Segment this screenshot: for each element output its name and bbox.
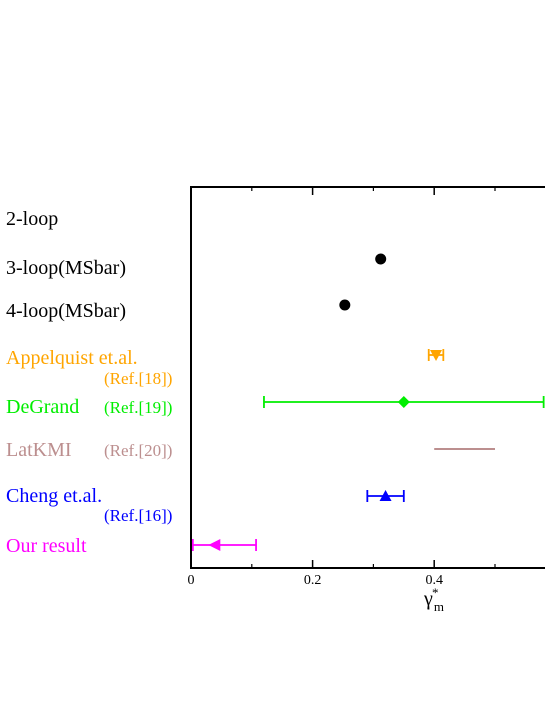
markers bbox=[208, 253, 443, 551]
plot-frame bbox=[190, 186, 545, 569]
series-label: 3-loop(MSbar) bbox=[6, 257, 126, 279]
series-label: DeGrand bbox=[6, 396, 79, 418]
x-axis-label-symbol: γ bbox=[423, 588, 433, 610]
series-label: Our result bbox=[6, 535, 87, 557]
x-tick-label: 0.2 bbox=[304, 573, 322, 588]
series-ref-label: (Ref.[20]) bbox=[104, 441, 172, 460]
series-ref-label: (Ref.[16]) bbox=[104, 506, 172, 525]
x-axis: 0 0.2 0.4 bbox=[188, 187, 496, 588]
x-axis-label: γm* bbox=[423, 585, 444, 614]
series-label: Cheng et.al. bbox=[6, 485, 102, 507]
series-label: 4-loop(MSbar) bbox=[6, 300, 126, 322]
data-point-circle bbox=[375, 253, 387, 265]
x-axis-label-superscript: * bbox=[432, 585, 439, 600]
series-label: LatKMI bbox=[6, 439, 72, 461]
series-label: 2-loop bbox=[6, 208, 58, 230]
error-bars bbox=[191, 349, 545, 551]
data-point-triangle-left bbox=[208, 539, 221, 551]
series-ref-label: (Ref.[18]) bbox=[104, 369, 172, 388]
data-point-triangle-up bbox=[379, 490, 392, 501]
series-label: Appelquist et.al. bbox=[6, 347, 138, 369]
data-point-diamond bbox=[397, 396, 410, 408]
x-axis-label-subscript: m bbox=[434, 599, 444, 614]
data-point-triangle-down bbox=[430, 350, 443, 361]
row-labels: 2-loop 3-loop(MSbar) 4-loop(MSbar) Appelqui… bbox=[6, 208, 172, 557]
data-point-circle bbox=[339, 299, 351, 311]
series-ref-label: (Ref.[19]) bbox=[104, 398, 172, 417]
x-tick-label: 0.4 bbox=[425, 573, 443, 588]
x-tick-label: 0 bbox=[188, 573, 195, 588]
